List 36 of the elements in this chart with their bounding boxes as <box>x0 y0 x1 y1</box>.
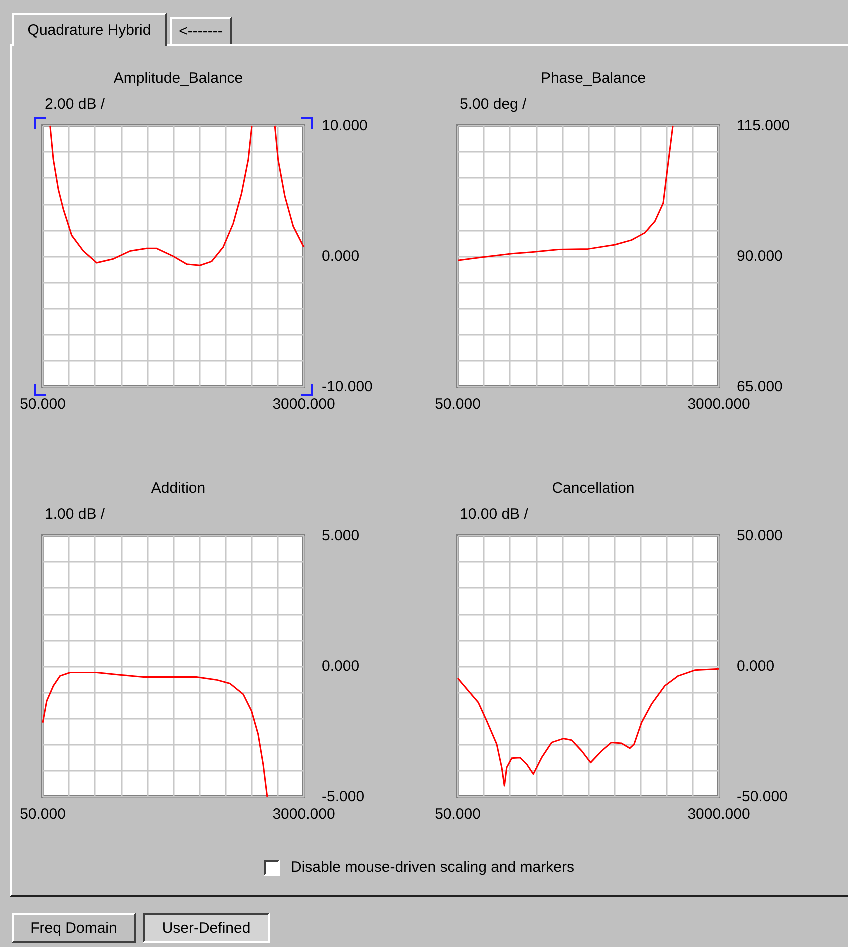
y-tick-label: 0.000 <box>322 658 360 675</box>
y-tick-label: 50.000 <box>737 528 783 544</box>
x-tick-label: 3000.000 <box>272 396 336 413</box>
chart-subtitle: 1.00 dB / <box>45 506 106 523</box>
y-tick-label: -5.000 <box>322 788 365 806</box>
tab[interactable]: Quadrature Hybrid <box>12 13 167 46</box>
y-tick-label: -50.000 <box>737 788 788 806</box>
y-tick-label: 0.000 <box>737 658 775 675</box>
line-series <box>457 668 720 787</box>
chart-title: Addition <box>151 480 206 497</box>
y-tick-label: 5.000 <box>322 528 360 544</box>
button[interactable]: Freq Domain <box>12 913 136 943</box>
y-tick-label: -10.000 <box>322 378 373 396</box>
y-tick-label: 65.000 <box>737 378 783 396</box>
x-tick-label: 3000.000 <box>688 806 750 823</box>
x-tick-label: 50.000 <box>20 806 66 823</box>
chart-title: Amplitude_Balance <box>114 70 244 87</box>
chart-subtitle: 2.00 dB / <box>45 96 106 113</box>
chart-subtitle: 5.00 deg / <box>460 96 528 113</box>
chart-title: Cancellation <box>552 480 635 497</box>
line-series <box>42 672 268 798</box>
chart-title: Phase_Balance <box>540 70 646 87</box>
y-tick-label: 0.000 <box>322 248 360 265</box>
button[interactable]: User-Defined <box>143 913 270 943</box>
text: Disable mouse-driven scaling and markers <box>291 859 574 876</box>
y-tick-label: 10.000 <box>322 118 368 134</box>
x-tick-label: 3000.000 <box>272 806 336 823</box>
x-tick-label: 50.000 <box>20 396 66 413</box>
x-tick-label: 50.000 <box>435 806 481 823</box>
y-tick-label: 115.000 <box>737 118 790 134</box>
line-series <box>457 125 674 262</box>
y-tick-label: 90.000 <box>737 248 783 265</box>
x-tick-label: 50.000 <box>435 396 481 413</box>
x-tick-label: 3000.000 <box>688 396 750 413</box>
chart-subtitle: 10.00 dB / <box>460 506 530 523</box>
tab[interactable]: <------- <box>170 17 232 44</box>
